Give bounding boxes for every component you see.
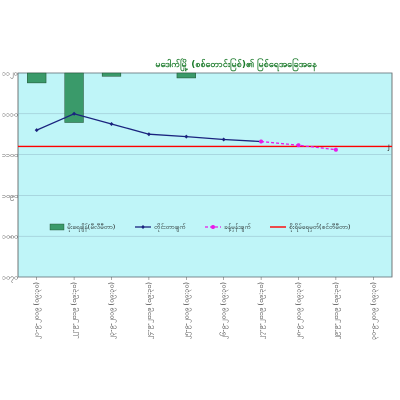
legend-label-danger: စိုးရိမ်ရေမှတ်(စင်တီမီတာ) (289, 223, 350, 232)
forecast-point (333, 147, 338, 152)
forecast-point (296, 143, 301, 148)
x-tick-label: ၂၃-၉-၂၀၁၉ (၀၉:၃၀) (108, 282, 117, 341)
y-tick-label: ၁၁၁၀ (2, 110, 18, 118)
rainfall-bar (101, 72, 122, 77)
legend-label-forecast: ခန့်မှန်းချက် (224, 223, 251, 232)
legend: မိုးရေချိန်(မီလီမီတာ) တိုင်းတာချက် ခန့်မှန… (49, 223, 350, 232)
legend-marker-forecast (211, 225, 215, 229)
rainfall-bar (27, 72, 47, 84)
x-tick-label: ၂၈-၉-၂၀၁၉ (၀၉:၃၀) (295, 282, 304, 341)
y-tick-label: ၁၁၂၀ (2, 70, 17, 79)
legend-label-observed: တိုင်းတာချက် (154, 223, 186, 232)
x-tick-label: ၂၅-၉-၂၀၁၉ (၀၉:၃၀) (182, 282, 191, 341)
y-tick-label: ၁၁၀၀ (2, 151, 18, 159)
x-tick-label: ၂၄-၉-၂၀၁၉ (၀၉:၃၀) (145, 282, 154, 341)
forecast-point (259, 139, 264, 144)
observed-point (146, 132, 151, 137)
chart-title: မဒေါက်မြို့ (စစ်တောင်းမြစ်)၏ မြစ်ရေအခြေအ… (155, 58, 317, 72)
x-tick-label: ၂၁-၉-၂၀၁၉ (၀၉:၃၀) (33, 282, 42, 341)
danger-level-label: J (387, 143, 390, 151)
x-tick-label: ၂၉-၉-၂၀၁၉ (၀၉:၃၀) (332, 282, 341, 341)
x-tick-label: ၃၀-၉-၂၀၁၉ (၀၉:၃၀) (369, 282, 378, 340)
x-tick-label: ၂၆-၉-၂၀၁၉ (၀၉:၃၀) (220, 282, 229, 341)
legend-swatch-rainfall (49, 223, 65, 231)
rainfall-bar (176, 72, 196, 79)
y-tick-label: ၁၀၇၀ (2, 274, 18, 283)
legend-marker-observed (141, 225, 145, 229)
observed-point (184, 134, 189, 139)
x-axis: ၂၁-၉-၂၀၁၉ (၀၉:၃၀) ၂၂-၉-၂၀၁၉ (၀၉:၃၀) ၂၃-၉-၂… (33, 277, 378, 341)
y-tick-label: ၁၀၈၀ (2, 233, 18, 241)
observed-point (109, 122, 114, 126)
y-tick-label: ၁၀၉၀ (2, 192, 18, 201)
observed-point (34, 128, 39, 133)
observed-point (221, 137, 226, 142)
observed-point (72, 111, 77, 116)
x-tick-label: ၂၇-၉-၂၀၁၉ (၀၉:၃၀) (257, 282, 266, 341)
x-tick-label: ၂၂-၉-၂၀၁၉ (၀၉:၃၀) (70, 282, 79, 340)
series-lines: J (18, 111, 392, 152)
rainfall-bars (27, 72, 196, 123)
rainfall-bar (64, 72, 84, 123)
legend-label-rainfall: မိုးရေချိန်(မီလီမီတာ) (67, 223, 115, 232)
